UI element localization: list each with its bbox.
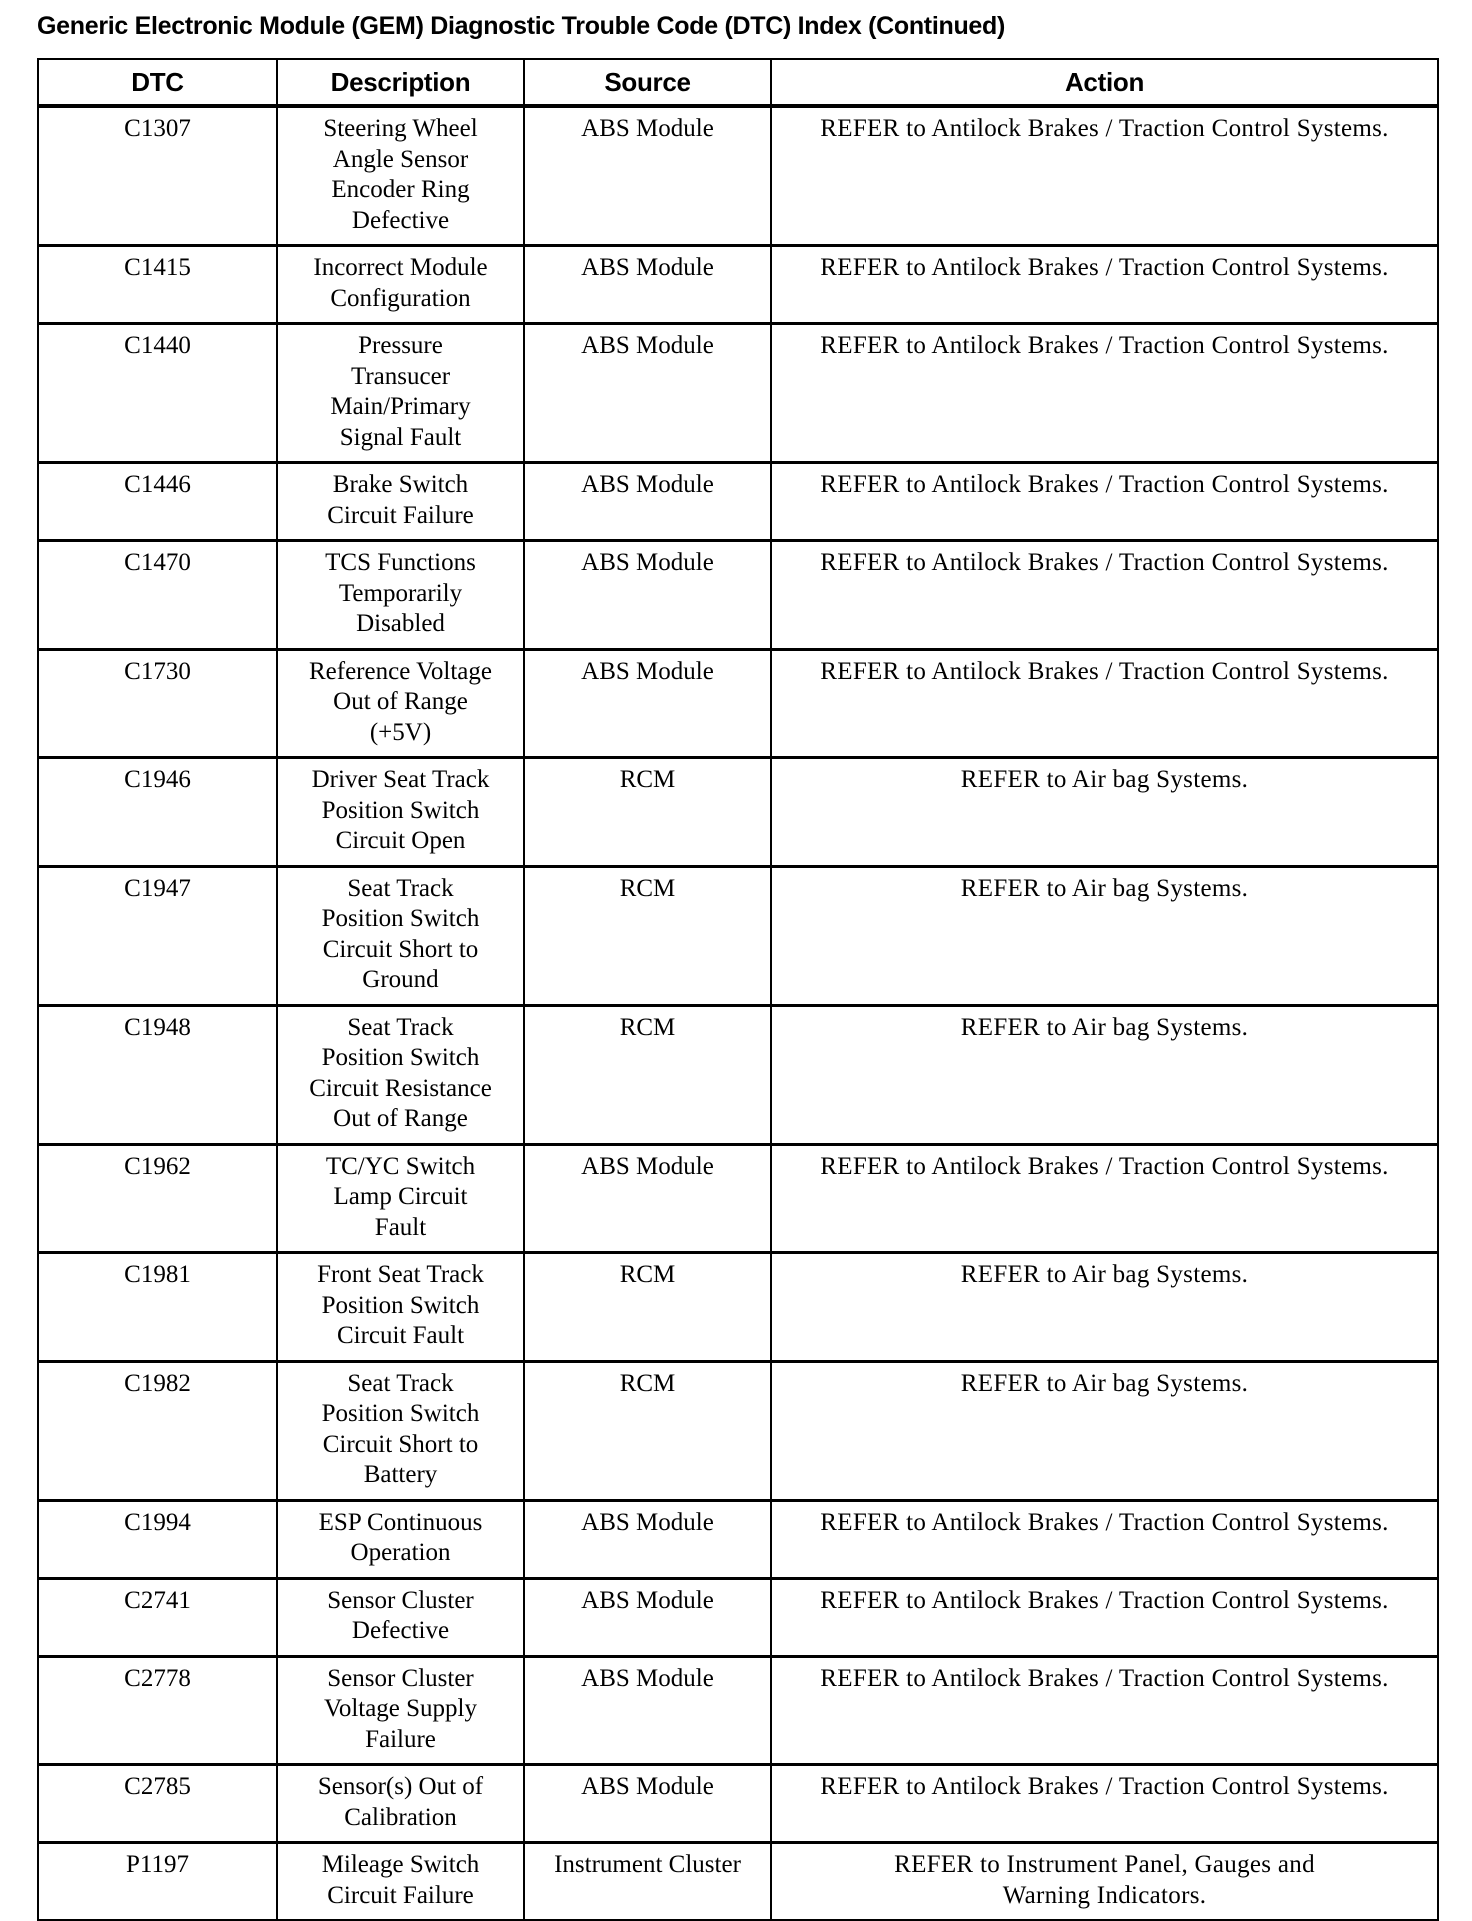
source-cell: ABS Module — [523, 648, 772, 759]
source-cell: RCM — [523, 1251, 772, 1362]
table-row: C1946 Driver Seat Track Position Switch C… — [37, 756, 1439, 867]
action-cell: REFER to Antilock Brakes / Traction Cont… — [770, 1655, 1439, 1766]
description-cell: Seat Track Position Switch Circuit Short… — [276, 865, 525, 1006]
action-cell: REFER to Antilock Brakes / Traction Cont… — [770, 1143, 1439, 1254]
dtc-cell: C1982 — [37, 1360, 278, 1501]
column-header-description: Description — [276, 58, 525, 107]
action-cell: REFER to Air bag Systems. — [770, 756, 1439, 867]
table-header-row: DTC Description Source Action — [37, 58, 1439, 107]
dtc-cell: C1962 — [37, 1143, 278, 1254]
action-cell: REFER to Antilock Brakes / Traction Cont… — [770, 648, 1439, 759]
action-cell: REFER to Antilock Brakes / Traction Cont… — [770, 1763, 1439, 1844]
source-cell: RCM — [523, 1004, 772, 1145]
source-cell: ABS Module — [523, 322, 772, 464]
table-row: C1415 Incorrect Module Configuration ABS M… — [37, 244, 1439, 325]
action-cell: REFER to Air bag Systems. — [770, 1251, 1439, 1362]
action-cell: REFER to Antilock Brakes / Traction Cont… — [770, 105, 1439, 247]
source-cell: ABS Module — [523, 1143, 772, 1254]
page-title: Generic Electronic Module (GEM) Diagnost… — [37, 12, 1006, 40]
action-cell: REFER to Air bag Systems. — [770, 1004, 1439, 1145]
source-cell: ABS Module — [523, 244, 772, 325]
source-cell: ABS Module — [523, 1499, 772, 1579]
description-cell: Sensor(s) Out of Calibration — [276, 1763, 525, 1844]
source-cell: ABS Module — [523, 105, 772, 247]
table-row: C1446 Brake Switch Circuit Failure ABS Mod… — [37, 461, 1439, 542]
table-row: C1994 ESP Continuous Operation ABS Module R… — [37, 1499, 1439, 1579]
table-row: C2741 Sensor Cluster Defective ABS Module R… — [37, 1577, 1439, 1657]
dtc-cell: C1440 — [37, 322, 278, 464]
source-cell: ABS Module — [523, 461, 772, 542]
table-row: C2778 Sensor Cluster Voltage Supply Failu… — [37, 1655, 1439, 1766]
table-row: C1962 TC/YC Switch Lamp Circuit Fault ABS … — [37, 1143, 1439, 1254]
source-cell: ABS Module — [523, 1763, 772, 1844]
description-cell: Driver Seat Track Position Switch Circui… — [276, 756, 525, 867]
dtc-cell: C1730 — [37, 648, 278, 759]
action-cell: REFER to Air bag Systems. — [770, 865, 1439, 1006]
dtc-cell: C1981 — [37, 1251, 278, 1362]
action-cell: REFER to Air bag Systems. — [770, 1360, 1439, 1501]
dtc-cell: P1197 — [37, 1841, 278, 1921]
dtc-cell: C1446 — [37, 461, 278, 542]
description-cell: ESP Continuous Operation — [276, 1499, 525, 1579]
description-cell: TC/YC Switch Lamp Circuit Fault — [276, 1143, 525, 1254]
dtc-cell: C2785 — [37, 1763, 278, 1844]
action-cell: REFER to Instrument Panel, Gauges and Wa… — [770, 1841, 1439, 1921]
action-cell: REFER to Antilock Brakes / Traction Cont… — [770, 1577, 1439, 1657]
description-cell: Brake Switch Circuit Failure — [276, 461, 525, 542]
action-cell: REFER to Antilock Brakes / Traction Cont… — [770, 539, 1439, 650]
table-row: C1981 Front Seat Track Position Switch Ci… — [37, 1251, 1439, 1362]
source-cell: ABS Module — [523, 1577, 772, 1657]
table-row: C1470 TCS Functions Temporarily Disabled A… — [37, 539, 1439, 650]
description-cell: Incorrect Module Configuration — [276, 244, 525, 325]
table-row: C1440 Pressure Transucer Main/Primary Sig… — [37, 322, 1439, 464]
description-cell: Front Seat Track Position Switch Circuit… — [276, 1251, 525, 1362]
table-row: C1947 Seat Track Position Switch Circuit … — [37, 865, 1439, 1006]
column-header-action: Action — [770, 58, 1439, 107]
source-cell: ABS Module — [523, 1655, 772, 1766]
description-cell: Steering Wheel Angle Sensor Encoder Ring… — [276, 105, 525, 247]
dtc-table: DTC Description Source Action C1307 Steer… — [37, 58, 1439, 1921]
source-cell: RCM — [523, 865, 772, 1006]
action-cell: REFER to Antilock Brakes / Traction Cont… — [770, 1499, 1439, 1579]
source-cell: ABS Module — [523, 539, 772, 650]
dtc-cell: C1470 — [37, 539, 278, 650]
description-cell: Mileage Switch Circuit Failure — [276, 1841, 525, 1921]
action-cell: REFER to Antilock Brakes / Traction Cont… — [770, 322, 1439, 464]
description-cell: Seat Track Position Switch Circuit Resis… — [276, 1004, 525, 1145]
source-cell: Instrument Cluster — [523, 1841, 772, 1921]
description-cell: TCS Functions Temporarily Disabled — [276, 539, 525, 650]
table-row: C1307 Steering Wheel Angle Sensor Encoder… — [37, 105, 1439, 247]
description-cell: Sensor Cluster Voltage Supply Failure — [276, 1655, 525, 1766]
dtc-cell: C1994 — [37, 1499, 278, 1579]
dtc-cell: C1947 — [37, 865, 278, 1006]
action-cell: REFER to Antilock Brakes / Traction Cont… — [770, 461, 1439, 542]
table-row: C1730 Reference Voltage Out of Range (+5V… — [37, 648, 1439, 759]
table-row: C1948 Seat Track Position Switch Circuit … — [37, 1004, 1439, 1145]
description-cell: Pressure Transucer Main/Primary Signal F… — [276, 322, 525, 464]
column-header-dtc: DTC — [37, 58, 278, 107]
source-cell: RCM — [523, 756, 772, 867]
description-cell: Seat Track Position Switch Circuit Short… — [276, 1360, 525, 1501]
table-row: C2785 Sensor(s) Out of Calibration ABS Mod… — [37, 1763, 1439, 1844]
dtc-cell: C1415 — [37, 244, 278, 325]
action-cell: REFER to Antilock Brakes / Traction Cont… — [770, 244, 1439, 325]
column-header-source: Source — [523, 58, 772, 107]
dtc-cell: C1948 — [37, 1004, 278, 1145]
table-row: C1982 Seat Track Position Switch Circuit … — [37, 1360, 1439, 1501]
dtc-cell: C1307 — [37, 105, 278, 247]
description-cell: Sensor Cluster Defective — [276, 1577, 525, 1657]
dtc-cell: C2778 — [37, 1655, 278, 1766]
description-cell: Reference Voltage Out of Range (+5V) — [276, 648, 525, 759]
source-cell: RCM — [523, 1360, 772, 1501]
table-row: P1197 Mileage Switch Circuit Failure Instr… — [37, 1841, 1439, 1921]
dtc-cell: C1946 — [37, 756, 278, 867]
dtc-cell: C2741 — [37, 1577, 278, 1657]
